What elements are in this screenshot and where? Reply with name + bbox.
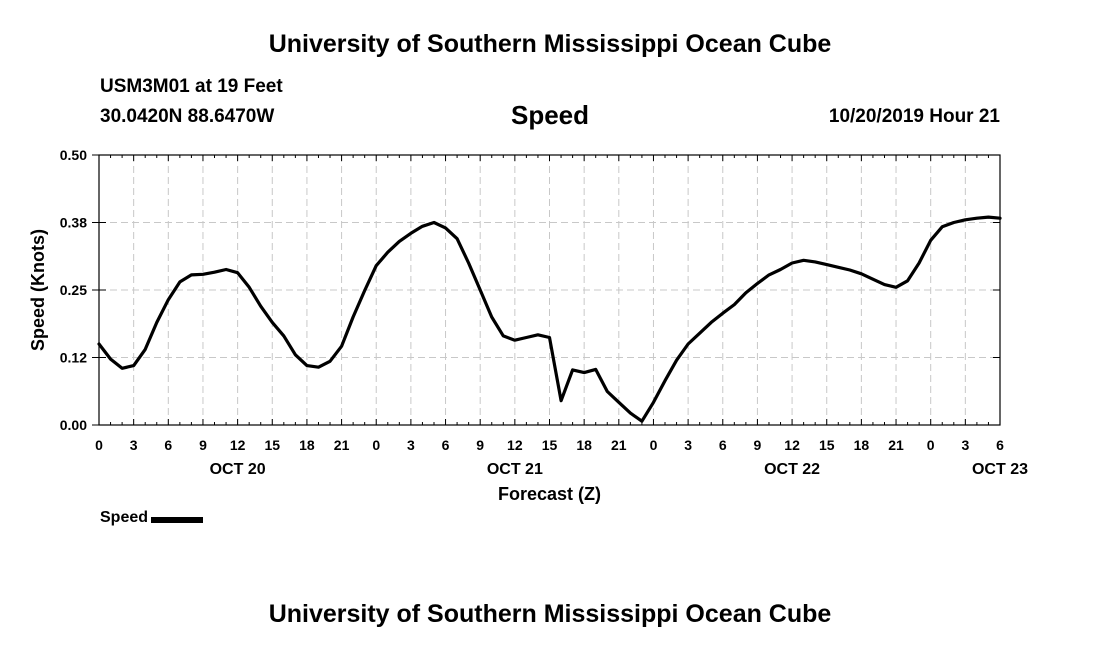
page-title: University of Southern Mississippi Ocean… xyxy=(268,30,832,58)
x-tick-label: 9 xyxy=(754,437,762,453)
x-tick-label: 15 xyxy=(542,437,558,453)
x-tick-label: 12 xyxy=(230,437,246,453)
series-line-speed xyxy=(97,215,1002,423)
y-tick-label: 0.38 xyxy=(60,215,87,231)
x-tick-label: 12 xyxy=(507,437,523,453)
x-tick-label: 9 xyxy=(199,437,207,453)
legend: Speed xyxy=(100,509,204,527)
axes-layer xyxy=(92,154,1001,426)
x-tick-label: 6 xyxy=(996,437,1004,453)
x-date-label: OCT 21 xyxy=(487,461,543,478)
y-axis-title: Speed (Knots) xyxy=(28,229,48,351)
x-tick-label: 15 xyxy=(264,437,280,453)
x-date-label: OCT 23 xyxy=(972,461,1028,478)
variable-title: Speed xyxy=(510,100,590,130)
x-tick-label: 18 xyxy=(299,437,315,453)
x-tick-label: 18 xyxy=(854,437,870,453)
grid-layer xyxy=(99,155,1000,425)
x-tick-label: 0 xyxy=(95,437,103,453)
station-label: USM3M01 at 19 Feet xyxy=(100,76,283,97)
legend-swatch xyxy=(151,516,204,523)
x-tick-label: 0 xyxy=(650,437,658,453)
x-tick-label: 3 xyxy=(961,437,969,453)
x-tick-label: 21 xyxy=(888,437,904,453)
y-tick-label: 0.12 xyxy=(60,350,87,366)
x-tick-label: 18 xyxy=(576,437,592,453)
x-tick-label: 6 xyxy=(719,437,727,453)
x-tick-label: 6 xyxy=(164,437,172,453)
footer-title: University of Southern Mississippi Ocean… xyxy=(268,600,832,628)
x-tick-label: 12 xyxy=(784,437,800,453)
labels-layer: 0 3 6 9 12 15 18 21 0 3 6 9 12 15 18 21 0 3 6 9 12 15 18 21 0 3 6 0… xyxy=(28,147,1028,504)
x-tick-label: 21 xyxy=(334,437,350,453)
x-tick-label: 9 xyxy=(476,437,484,453)
x-axis-title: Forecast (Z) xyxy=(498,484,601,504)
y-tick-label: 0.50 xyxy=(60,147,87,163)
x-tick-label: 3 xyxy=(684,437,692,453)
x-tick-label: 0 xyxy=(927,437,935,453)
legend-label: Speed xyxy=(100,509,149,526)
x-tick-label: 3 xyxy=(407,437,415,453)
x-tick-label: 6 xyxy=(442,437,450,453)
x-tick-label: 3 xyxy=(130,437,138,453)
forecast-timestamp: 10/20/2019 Hour 21 xyxy=(828,106,1000,127)
series-layer xyxy=(97,215,1002,423)
plot-frame xyxy=(98,154,1001,426)
y-tick-label: 0.25 xyxy=(60,282,87,298)
y-tick-label: 0.00 xyxy=(60,417,87,433)
x-date-label: OCT 20 xyxy=(210,461,266,478)
coordinates-label: 30.0420N 88.6470W xyxy=(100,106,275,127)
x-tick-label: 21 xyxy=(611,437,627,453)
x-tick-label: 0 xyxy=(372,437,380,453)
x-date-label: OCT 22 xyxy=(764,461,820,478)
x-tick-label: 15 xyxy=(819,437,835,453)
